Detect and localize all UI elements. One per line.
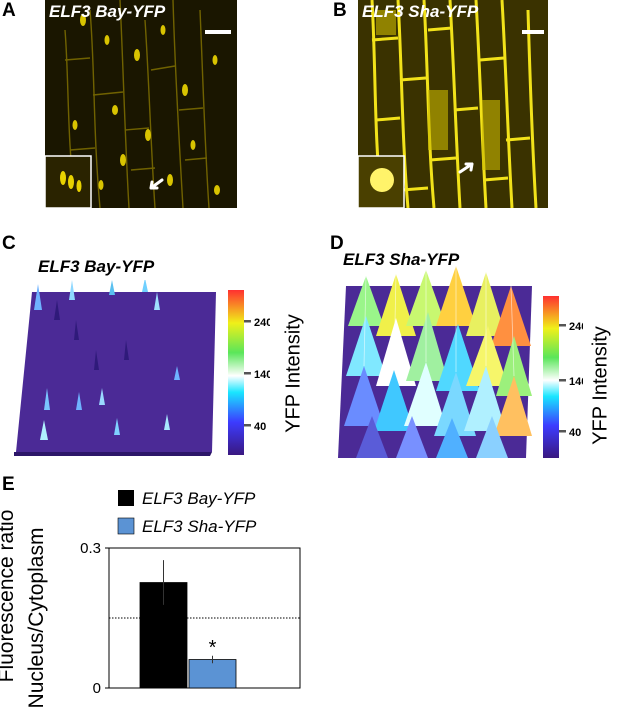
micrograph-bay-image	[45, 0, 231, 208]
colorbar-d: 240 140 40	[543, 296, 583, 458]
panel-letter-e: E	[2, 474, 15, 495]
colorbar-d-tick-140: 140	[569, 376, 583, 388]
colorbar-c-tick-240: 240	[254, 317, 270, 329]
bar-chart: ELF3 Bay-YFP ELF3 Sha-YFP 0.3 0 *	[80, 489, 301, 697]
panel-letter-d: D	[330, 233, 344, 254]
surface-plot-sha	[338, 266, 532, 458]
y-tick-label: 0	[93, 680, 101, 697]
colorbar-c-tick-40: 40	[254, 421, 266, 433]
micrograph-bay: ELF3 Bay-YFP	[45, 0, 237, 208]
colorbar-c-label: YFP Intensity	[282, 314, 305, 433]
colorbar-d-tick-240: 240	[569, 321, 583, 333]
legend-swatch-bay	[118, 490, 134, 506]
surface-bay-title: ELF3 Bay-YFP	[38, 257, 155, 276]
legend-label-sha: ELF3 Sha-YFP	[142, 517, 257, 536]
y-tick-label: 0.3	[80, 540, 101, 557]
significance-star: *	[209, 637, 217, 659]
micrograph-sha-title: ELF3 Sha-YFP	[362, 2, 479, 21]
micrograph-bay-title: ELF3 Bay-YFP	[49, 2, 166, 21]
legend-swatch-sha	[117, 517, 135, 535]
chart-ylabel-line2: Nucleus/Cytoplasm	[25, 527, 48, 709]
legend-label-bay: ELF3 Bay-YFP	[142, 489, 256, 508]
panel-letter-c: C	[2, 233, 16, 254]
colorbar-d-tick-40: 40	[569, 427, 581, 439]
surface-sha-title: ELF3 Sha-YFP	[343, 250, 460, 269]
micrograph-sha-image	[358, 0, 548, 208]
panel-letter-b: B	[333, 0, 347, 21]
colorbar-c-tick-140: 140	[254, 369, 270, 381]
chart-ylabel-line1: Fluorescence ratio	[0, 509, 18, 683]
surface-plot-bay	[14, 280, 216, 456]
bar-sha	[188, 659, 237, 689]
colorbar-c: 240 140 40	[228, 290, 270, 455]
colorbar-d-label: YFP Intensity	[589, 326, 612, 445]
panel-letter-a: A	[2, 0, 16, 21]
micrograph-sha: ELF3 Sha-YFP	[358, 0, 548, 208]
